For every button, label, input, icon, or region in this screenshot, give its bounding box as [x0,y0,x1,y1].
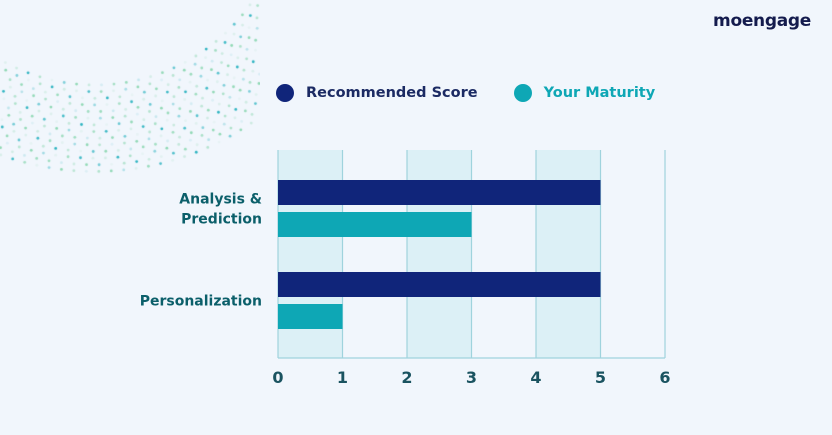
x-tick-label: 4 [530,368,541,387]
x-tick-label: 6 [659,368,670,387]
bar-maturity-0 [278,212,472,237]
x-tick-label: 0 [272,368,283,387]
moengage-logo: moengage [713,11,811,31]
bar-recommended-0 [278,180,601,205]
chart-legend: Recommended Score Your Maturity [276,84,655,102]
category-label: Personalization [140,294,262,310]
x-tick-label: 1 [337,368,348,387]
x-tick-label: 3 [466,368,477,387]
decorative-dot-pattern [0,0,260,200]
category-label: Analysis & [179,192,262,208]
bar-maturity-1 [278,304,343,329]
legend-label-maturity: Your Maturity [543,85,656,101]
legend-label-recommended: Recommended Score [306,85,478,101]
legend-swatch-recommended [276,84,294,102]
x-tick-label: 2 [401,368,412,387]
x-tick-label: 5 [595,368,606,387]
bar-recommended-1 [278,272,601,297]
category-label: Prediction [181,212,262,228]
legend-item-recommended-score: Recommended Score [276,84,478,102]
legend-item-your-maturity: Your Maturity [513,84,656,102]
legend-swatch-maturity [513,84,532,102]
